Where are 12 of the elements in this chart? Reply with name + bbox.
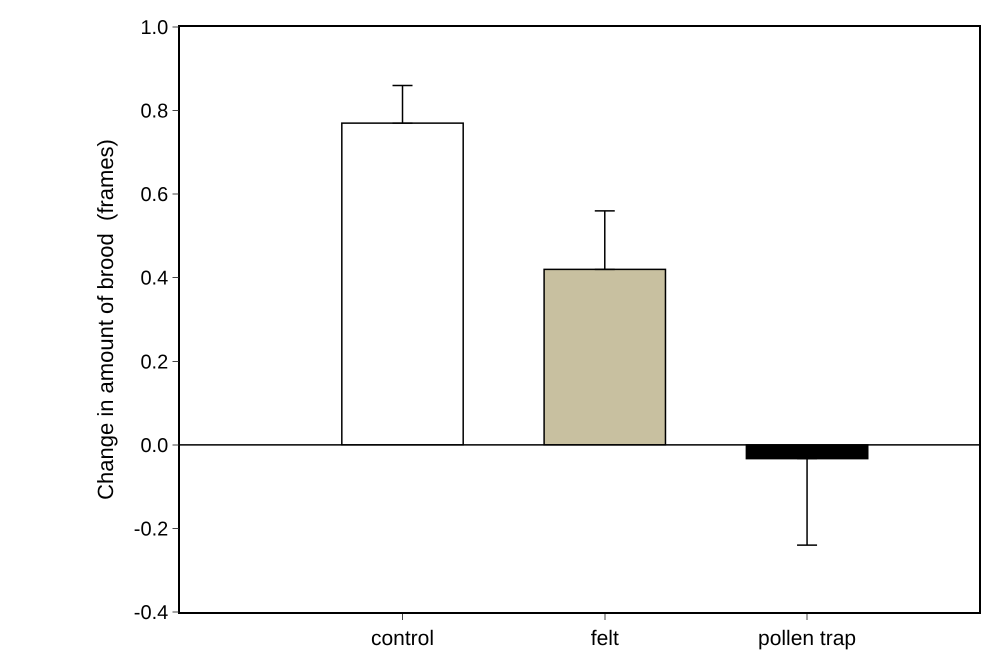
y-axis-title: Change in amount of brood (frames) xyxy=(93,139,118,500)
y-tick-label: -0.2 xyxy=(134,518,168,540)
y-tick-label: 0.6 xyxy=(140,184,168,206)
x-tick-label: control xyxy=(370,626,434,650)
y-tick-label: 0.2 xyxy=(140,351,168,374)
y-tick-label: 0.8 xyxy=(140,100,168,123)
x-tick-label: pollen trap xyxy=(758,626,856,650)
y-tick-label: 1.0 xyxy=(140,17,168,39)
y-tick-label: 0.4 xyxy=(140,268,168,290)
y-tick-label: -0.4 xyxy=(134,602,168,624)
x-tick-label: felt xyxy=(590,626,619,650)
y-tick-label: 0.0 xyxy=(140,434,168,457)
